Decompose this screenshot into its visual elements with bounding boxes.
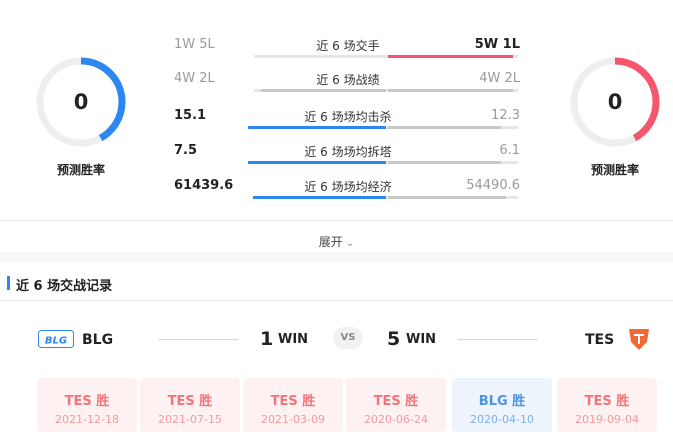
- stat-right-value: 4W 2L: [479, 71, 520, 86]
- stat-bar-right-fill: [388, 89, 513, 92]
- match-winner: TES 胜: [584, 394, 630, 409]
- section-title: 近 6 场交战记录: [16, 279, 113, 294]
- stat-left-value: 61439.6: [174, 178, 234, 193]
- stat-bar-track: [254, 196, 518, 199]
- divider: [458, 339, 538, 340]
- left-team-wins: 1: [260, 328, 274, 350]
- match-card[interactable]: TES 胜 2020-06-24: [346, 378, 446, 432]
- right-win-label: WIN: [406, 332, 437, 347]
- tes-logo-icon: [629, 329, 649, 350]
- stat-label: 近 6 场战绩: [316, 73, 380, 87]
- match-card[interactable]: TES 胜 2021-03-09: [243, 378, 343, 432]
- match-card[interactable]: TES 胜 2021-07-15: [140, 378, 240, 432]
- match-date: 2021-12-18: [55, 413, 119, 426]
- stat-right-value: 5W 1L: [474, 37, 520, 52]
- match-card[interactable]: TES 胜 2021-12-18: [37, 378, 137, 432]
- stat-right-value: 6.1: [499, 143, 520, 158]
- right-gauge-ring: [570, 57, 660, 147]
- right-win-rate-label: 预测胜率: [590, 163, 639, 177]
- divider: [0, 220, 673, 221]
- stat-left-value: 4W 2L: [174, 71, 215, 86]
- match-winner: TES 胜: [167, 394, 213, 409]
- stat-right-value: 54490.6: [466, 178, 520, 193]
- right-team-wins: 5: [387, 328, 401, 350]
- stat-bar-left-fill: [248, 161, 386, 164]
- stat-bar-track: [254, 126, 518, 129]
- stat-row-avg-kills: 15.1 近 6 场场均击杀 12.3: [172, 104, 524, 129]
- expand-button[interactable]: 展开 ⌄: [0, 233, 673, 250]
- left-win-rate-value: 0: [73, 90, 89, 114]
- match-date: 2021-07-15: [158, 413, 222, 426]
- right-win-rate-value: 0: [607, 90, 623, 114]
- stat-label: 近 6 场场均经济: [304, 180, 392, 194]
- match-winner: BLG 胜: [478, 394, 526, 409]
- left-win-rate-label: 预测胜率: [56, 163, 105, 177]
- stat-bar-right-fill: [388, 161, 501, 164]
- section-separator: [0, 252, 673, 262]
- stat-row-record: 4W 2L 近 6 场战绩 4W 2L: [172, 67, 524, 92]
- svg-text:BLG: BLG: [45, 336, 67, 347]
- stat-bar-left-fill: [261, 55, 386, 58]
- match-card[interactable]: BLG 胜 2020-04-10: [452, 378, 552, 432]
- stat-bar-left-fill: [248, 126, 386, 129]
- stat-bar-left-fill: [261, 89, 386, 92]
- stat-label: 近 6 场场均击杀: [304, 110, 392, 124]
- match-date: 2021-03-09: [261, 413, 325, 426]
- stat-bar-left-fill: [253, 196, 386, 199]
- match-card[interactable]: TES 胜 2019-09-04: [557, 378, 657, 432]
- section-accent-bar: [7, 276, 10, 290]
- stat-bar-right-fill: [388, 196, 506, 199]
- left-team-name: BLG: [82, 332, 114, 348]
- stat-bar-track: [254, 161, 518, 164]
- divider: [0, 300, 673, 301]
- vs-badge: VS: [333, 327, 363, 349]
- match-date: 2020-04-10: [470, 413, 534, 426]
- chevron-down-icon: ⌄: [345, 238, 355, 249]
- stat-right-value: 12.3: [491, 108, 520, 123]
- stat-left-value: 7.5: [174, 143, 198, 158]
- stat-row-avg-gold: 61439.6 近 6 场场均经济 54490.6: [172, 174, 524, 199]
- left-win-rate-gauge: 0: [35, 56, 127, 148]
- stat-row-head-to-head: 1W 5L 近 6 场交手 5W 1L: [172, 33, 524, 58]
- stat-bar-track: [254, 55, 518, 58]
- stat-label: 近 6 场交手: [316, 39, 380, 53]
- stat-bar-right-fill: [388, 55, 513, 58]
- match-date: 2019-09-04: [575, 413, 639, 426]
- blg-logo-icon: BLG: [38, 330, 74, 348]
- right-team-name: TES: [585, 332, 615, 348]
- stat-row-avg-towers: 7.5 近 6 场场均拆塔 6.1: [172, 139, 524, 164]
- left-win-label: WIN: [278, 332, 309, 347]
- divider: [158, 339, 238, 340]
- match-winner: TES 胜: [373, 394, 419, 409]
- match-winner: TES 胜: [270, 394, 316, 409]
- stat-bar-right-fill: [388, 126, 501, 129]
- stat-label: 近 6 场场均拆塔: [304, 145, 392, 159]
- stat-left-value: 15.1: [174, 108, 207, 123]
- right-win-rate-gauge: 0: [569, 56, 661, 148]
- match-winner: TES 胜: [64, 394, 110, 409]
- left-gauge-ring: [36, 57, 126, 147]
- match-date: 2020-06-24: [364, 413, 428, 426]
- stat-bar-track: [254, 89, 518, 92]
- expand-label: 展开: [318, 235, 343, 249]
- stat-left-value: 1W 5L: [174, 37, 215, 52]
